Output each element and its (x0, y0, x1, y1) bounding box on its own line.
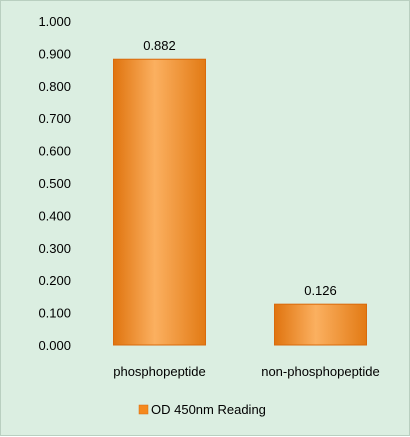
y-tick-label: 0.800 (38, 79, 71, 94)
x-category-label: non-phosphopeptide (261, 364, 380, 379)
data-label: 0.126 (304, 283, 337, 298)
bar-phosphopeptide (113, 58, 206, 346)
y-tick-label: 0.700 (38, 111, 71, 126)
y-tick-label: 1.000 (38, 14, 71, 29)
y-tick-label: 0.600 (38, 144, 71, 159)
bar-non-phosphopeptide (274, 303, 367, 346)
y-tick-label: 0.300 (38, 241, 71, 256)
y-tick-label: 0.200 (38, 273, 71, 288)
legend: OD 450nm Reading (138, 402, 266, 417)
data-label: 0.882 (143, 38, 176, 53)
y-tick-label: 0.000 (38, 338, 71, 353)
legend-label: OD 450nm Reading (151, 402, 266, 417)
y-tick-label: 0.500 (38, 176, 71, 191)
y-tick-label: 0.900 (38, 46, 71, 61)
x-category-label: phosphopeptide (113, 364, 206, 379)
y-tick-label: 0.100 (38, 306, 71, 321)
legend-swatch (138, 404, 149, 415)
y-tick-label: 0.400 (38, 208, 71, 223)
